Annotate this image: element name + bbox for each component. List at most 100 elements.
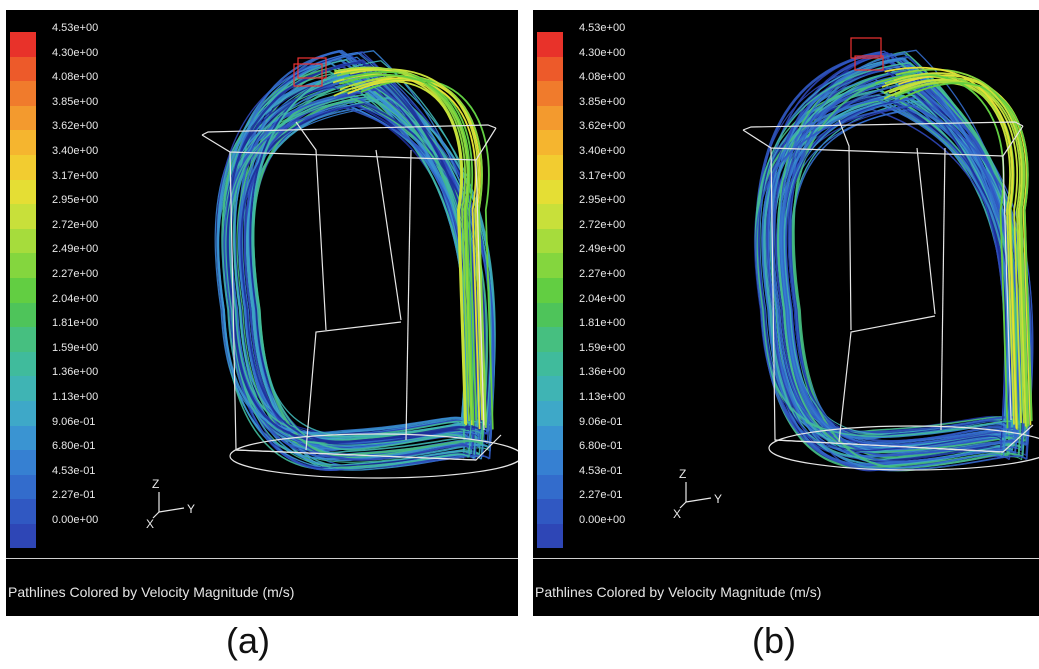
colorbar-label: 2.27e-01: [52, 489, 96, 502]
panel-label-a: (a): [226, 620, 270, 661]
visualization-panel-a: 4.53e+00 4.30e+00 4.08e+00 3.85e+00 3.62e+00…: [6, 10, 518, 616]
colorbar-swatch: [537, 327, 563, 352]
colorbar-swatch: [537, 253, 563, 278]
divider: [6, 558, 518, 559]
colorbar-swatch: [537, 450, 563, 475]
colorbar-swatch: [10, 204, 36, 229]
colorbar-swatch: [537, 425, 563, 451]
colorbar-swatch: [10, 376, 36, 401]
colorbar-label: 3.62e+00: [579, 120, 626, 133]
axis-triad: [152, 492, 185, 519]
pathline-jet: [895, 68, 1030, 424]
pathline-jet: [891, 80, 1025, 424]
colorbar-swatch: [10, 228, 36, 254]
colorbar-swatch: [10, 523, 36, 549]
pathline: [252, 65, 470, 451]
plot-caption: Pathlines Colored by Velocity Magnitude …: [8, 584, 295, 600]
colorbar-label: 4.08e+00: [579, 71, 626, 84]
colorbar-label: 4.30e+00: [579, 46, 626, 59]
colorbar-swatch: [537, 302, 563, 328]
colorbar-swatch: [537, 277, 563, 303]
colorbar-label: 2.49e+00: [52, 243, 99, 256]
colorbar-swatch: [10, 253, 36, 278]
inlet-marker: [293, 57, 327, 87]
colorbar-label: 2.95e+00: [579, 194, 626, 207]
colorbar-swatch: [10, 130, 36, 155]
colorbar-label: 3.62e+00: [52, 120, 99, 133]
colorbar-swatch: [537, 499, 563, 524]
colorbar-swatch: [10, 179, 36, 205]
colorbar-label: 6.80e-01: [52, 440, 96, 453]
pathline-jet: [343, 71, 478, 421]
colorbar-label: 1.81e+00: [52, 317, 99, 330]
pathline: [245, 96, 496, 461]
colorbar-label: 9.06e-01: [579, 415, 623, 428]
colorbar-label: 1.59e+00: [52, 341, 99, 354]
pathline: [761, 98, 1021, 466]
panel-label-b: (b): [752, 620, 796, 661]
pathline-jet: [899, 82, 1033, 422]
pathline-jet: [341, 74, 475, 426]
colorbar-swatch: [537, 474, 563, 500]
pathlines: [753, 49, 1034, 472]
colorbar-swatch: [10, 105, 36, 131]
colorbar-swatch: [537, 351, 563, 377]
colorbar-swatch: [537, 376, 563, 401]
colorbar-label: 1.13e+00: [579, 391, 626, 403]
colorbar-swatch: [10, 400, 36, 426]
colorbar-label: 9.06e-01: [52, 415, 96, 428]
colorbar-swatch: [10, 450, 36, 475]
colorbar-label: 1.81e+00: [579, 317, 626, 330]
colorbar-label: 3.17e+00: [579, 169, 626, 182]
visualization-panel-b: 4.53e+00 4.30e+00 4.08e+00 3.85e+00 3.62e+00…: [533, 10, 1039, 616]
colorbar-swatch: [537, 400, 563, 426]
colorbar-swatch: [537, 105, 563, 131]
colorbar-label: 3.85e+00: [579, 95, 626, 108]
colorbar-label: 0.00e+00: [52, 514, 99, 526]
colorbar-label: 3.85e+00: [52, 95, 99, 108]
colorbar-label: 1.36e+00: [579, 366, 626, 379]
colorbar-label: 2.04e+00: [579, 292, 626, 305]
colorbar-label: 3.40e+00: [52, 145, 99, 157]
colorbar-swatch: [537, 154, 563, 180]
colorbar-label: 3.17e+00: [52, 169, 99, 182]
colorbar-label: 0.00e+00: [579, 514, 626, 526]
domain-wireframe: [201, 121, 518, 479]
inlet-marker: [850, 37, 884, 71]
pathline: [787, 101, 1012, 437]
axis-x-label: X: [146, 517, 154, 531]
colorbar-label: 2.72e+00: [579, 218, 626, 231]
colorbar-swatch: [537, 32, 563, 57]
colorbar-labels: 4.53e+00 4.30e+00 4.08e+00 3.85e+00 3.62e+00…: [579, 22, 669, 562]
colorbar-label: 2.27e+00: [579, 268, 626, 280]
axis-z-label: Z: [152, 477, 159, 491]
colorbar-swatch: [537, 523, 563, 549]
colorbar-label: 3.40e+00: [579, 145, 626, 157]
colorbar-label: 1.59e+00: [579, 341, 626, 354]
plot-caption: Pathlines Colored by Velocity Magnitude …: [535, 584, 822, 600]
pathline: [754, 104, 1033, 472]
axis-y-label: Y: [714, 492, 722, 506]
pathline: [225, 96, 475, 469]
colorbar-swatch: [537, 228, 563, 254]
colorbar-label: 4.30e+00: [52, 46, 99, 59]
colorbar-labels: 4.53e+00 4.30e+00 4.08e+00 3.85e+00 3.62e+00…: [52, 22, 142, 562]
colorbar-label: 2.49e+00: [579, 243, 626, 256]
pathline-jet: [888, 79, 1023, 423]
colorbar-swatch: [10, 302, 36, 328]
colorbar-swatch: [537, 130, 563, 155]
pathline-scene: Z Y X: [146, 49, 518, 531]
colorbar-swatch: [10, 327, 36, 352]
colorbar-swatch: [537, 81, 563, 106]
colorbar-label: 1.13e+00: [52, 391, 99, 403]
pathline-jet: [333, 80, 467, 425]
colorbar-swatch: [10, 32, 36, 57]
axis-triad: [679, 482, 712, 509]
axis-z-label: Z: [679, 467, 686, 481]
divider: [533, 558, 1039, 559]
axis-x-label: X: [673, 507, 681, 521]
colorbar-swatch: [10, 56, 36, 82]
colorbar-label: 4.53e-01: [579, 464, 623, 477]
colorbar-label: 4.08e+00: [52, 71, 99, 84]
pathline-jet: [893, 72, 1027, 427]
